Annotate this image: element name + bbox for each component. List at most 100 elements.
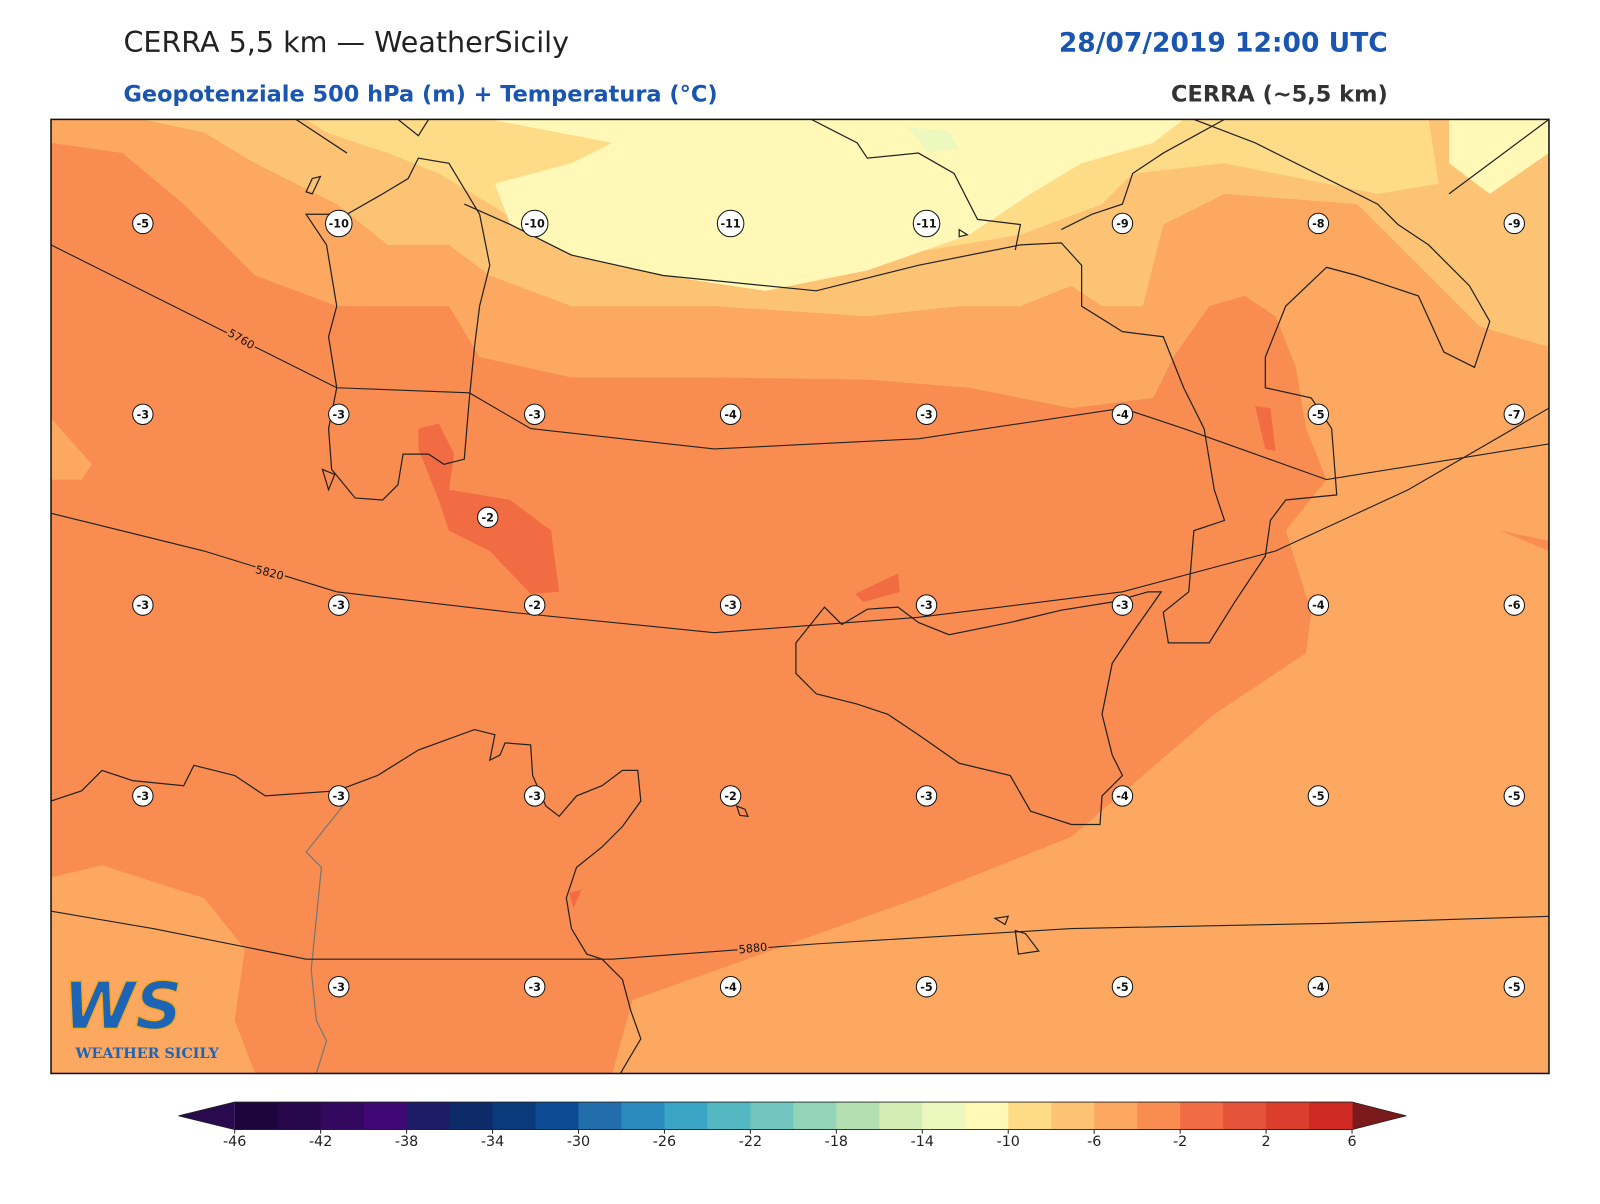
station-value: -5	[1312, 408, 1325, 421]
station-value: -2	[528, 599, 540, 612]
colorbar-tick-label: -10	[997, 1134, 1020, 1150]
station-marker	[1307, 594, 1330, 616]
station-value: -10	[525, 217, 545, 230]
colorbar-band	[449, 1102, 494, 1130]
station-value: -8	[1312, 217, 1325, 230]
shade	[489, 119, 1184, 291]
station-value: -3	[528, 790, 540, 803]
station-value: -3	[920, 408, 932, 421]
station-marker	[132, 594, 154, 616]
date: 28/07/2019 12:00 UTC	[1059, 27, 1388, 58]
coastline	[295, 119, 491, 501]
station-marker	[325, 209, 353, 238]
colorbar-band	[1051, 1102, 1095, 1130]
colorbar-band	[1223, 1102, 1267, 1130]
station-marker	[915, 976, 938, 998]
map-frame	[50, 118, 1550, 1075]
station-marker	[1111, 594, 1134, 616]
station-marker	[719, 785, 742, 807]
station-value: -9	[1116, 217, 1129, 230]
station-marker	[523, 785, 546, 807]
colorbar-tick-label: -2	[1173, 1134, 1187, 1150]
colorbar-band	[965, 1102, 1009, 1130]
subtitle: Geopotenziale 500 hPa (m) + Temperatura …	[123, 81, 717, 107]
colorbar-tick-label: -30	[567, 1134, 590, 1150]
station-marker	[1503, 976, 1525, 998]
station-marker	[1111, 785, 1134, 807]
border	[305, 800, 348, 1074]
station-value: -6	[1508, 599, 1521, 612]
station-value: -4	[724, 981, 737, 994]
station-value: -5	[1116, 981, 1129, 994]
colorbar-band	[1008, 1102, 1052, 1130]
station-marker	[132, 212, 154, 235]
colorbar-tick-label: -6	[1087, 1134, 1101, 1150]
coastline	[464, 119, 1491, 644]
shade	[51, 865, 256, 1074]
colorbar-band	[1137, 1102, 1181, 1130]
station-value: -7	[1508, 408, 1520, 421]
station-marker	[1503, 403, 1525, 425]
station-value: -4	[1312, 599, 1325, 612]
station-marker	[523, 594, 546, 616]
station-marker	[328, 403, 350, 425]
colorbar-band	[320, 1102, 365, 1130]
colorbar-tick-label: 6	[1348, 1134, 1357, 1150]
station-marker	[328, 785, 350, 807]
station-marker	[132, 403, 154, 425]
station-value: -3	[1116, 599, 1128, 612]
colorbar-tick-label: -14	[911, 1134, 934, 1150]
colorbar-tick-label: -42	[309, 1134, 332, 1150]
station-value: -5	[920, 981, 933, 994]
station-value: -3	[137, 790, 149, 803]
station-value: -3	[528, 981, 540, 994]
colorbar-band	[277, 1102, 322, 1130]
station-value: -5	[1508, 981, 1521, 994]
station-value: -3	[333, 408, 345, 421]
station-marker	[1503, 785, 1525, 807]
station-value: -9	[1508, 217, 1521, 230]
contour-line	[51, 910, 1549, 960]
station-value: -3	[137, 408, 149, 421]
colorbar-band	[234, 1102, 279, 1130]
colorbar-band	[879, 1102, 923, 1130]
colorbar-band	[922, 1102, 966, 1130]
shade	[51, 418, 92, 480]
station-marker	[716, 209, 745, 238]
station-marker	[1307, 976, 1330, 998]
colorbar-band	[836, 1102, 880, 1130]
colorbar-tick-label: -22	[739, 1134, 762, 1150]
logo: WS WEATHER SICILY	[62, 968, 219, 1063]
station-value: -11	[720, 217, 740, 230]
colorbar-tick-label: -34	[481, 1134, 504, 1150]
contour-line	[51, 244, 1549, 481]
title: CERRA 5,5 km — WeatherSicily	[123, 25, 569, 59]
colorbar-band	[793, 1102, 837, 1130]
station-value: -3	[724, 599, 736, 612]
colorbar-band	[1309, 1102, 1353, 1130]
station-marker	[477, 506, 499, 529]
station-marker	[912, 209, 941, 238]
colorbar-tick-label: -38	[395, 1134, 418, 1150]
station-value: -4	[1116, 790, 1129, 803]
colorbar-tick-label: -26	[653, 1134, 676, 1150]
station-marker	[132, 785, 154, 807]
colorbar-band	[1266, 1102, 1310, 1130]
shade	[908, 127, 960, 154]
station-marker	[1307, 785, 1330, 807]
colorbar-band	[750, 1102, 794, 1130]
station-marker	[1111, 976, 1134, 998]
colorbar-band	[664, 1102, 708, 1130]
colorbar-band	[363, 1102, 408, 1130]
station-value: -4	[1116, 408, 1129, 421]
colorbar-band	[707, 1102, 751, 1130]
station-marker	[328, 594, 350, 616]
station-value: -4	[724, 408, 737, 421]
source: CERRA (~5,5 km)	[1171, 81, 1388, 107]
station-value: -3	[920, 790, 932, 803]
coastline	[735, 591, 1163, 955]
station-marker	[915, 594, 938, 616]
station-value: -3	[333, 599, 345, 612]
shade	[569, 889, 582, 909]
